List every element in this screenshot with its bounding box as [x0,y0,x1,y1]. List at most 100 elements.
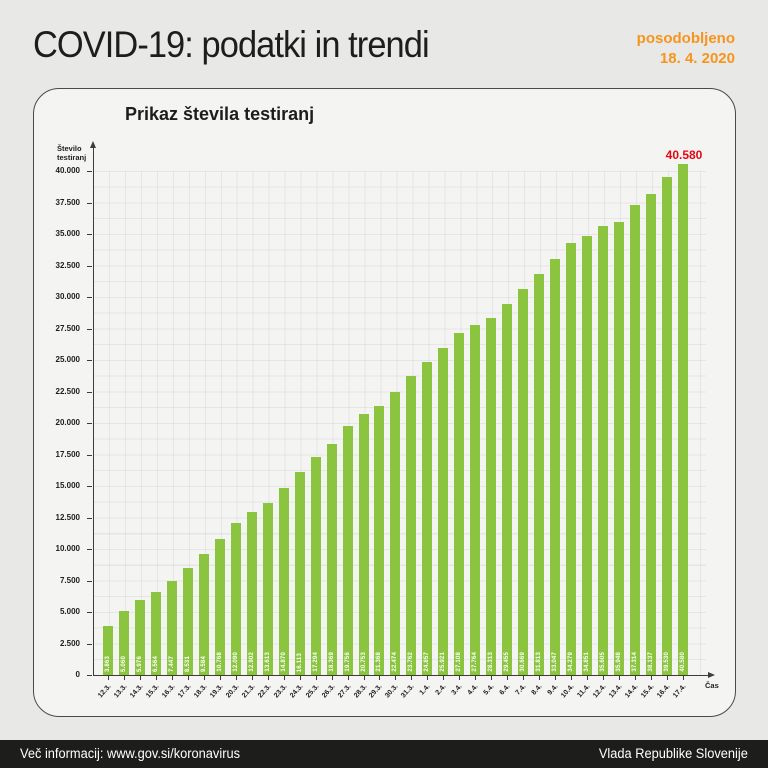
bar-value-label: 35.605 [600,652,607,672]
bar-value-label: 29.455 [504,652,511,672]
bar-value-label: 34.279 [568,652,575,672]
bar-value-label: 5.060 [120,655,127,672]
x-tick-mark [187,676,189,680]
x-tick-mark [523,676,525,680]
y-tick-mark [87,171,92,172]
bar-value-label: 8.531 [184,655,191,672]
bar-value-label: 14.870 [280,652,287,672]
updated-label: posodobljeno [636,30,735,47]
bar: 18.369 [326,443,337,675]
bar: 7.447 [166,581,177,675]
page-title: COVID-19: podatki in trendi [33,24,430,65]
bar-value-label: 18.369 [328,652,335,672]
y-tick-mark [87,643,92,645]
x-tick-mark [682,676,684,680]
bar-value-label: 12.902 [248,652,255,672]
x-tick-mark [331,676,333,680]
footer-source: Vlada Republike Slovenije [598,746,748,761]
bar-value-label: 30.669 [520,652,527,672]
x-tick-mark [555,676,557,680]
x-tick-mark [491,676,493,680]
bar-value-label: 17.294 [312,652,319,672]
bar-value-label: 40.580 [679,652,686,672]
bar: 20.753 [358,413,369,675]
bar: 16.113 [294,471,305,675]
x-tick-mark [427,676,429,680]
footer-info-url: Več informacij: www.gov.si/koronavirus [20,746,241,761]
bar: 22.474 [390,391,401,675]
x-tick-mark [155,676,157,680]
y-tick-label: 2.500 [59,638,80,648]
y-tick-label: 30.000 [55,292,80,301]
y-tick-label: 10.000 [55,544,80,553]
bar: 13.613 [262,503,273,675]
bar: 29.455 [502,303,513,675]
x-tick-mark [411,676,413,680]
bar: 17.294 [310,457,321,675]
x-tick-mark [587,676,589,680]
bar: 8.531 [182,567,193,675]
y-axis-label-line2: testiranj [57,153,87,162]
bar: 33.047 [550,258,561,675]
y-tick-mark [87,234,92,235]
x-tick-mark [443,676,445,680]
y-tick-label: 37.500 [55,197,80,207]
y-tick-mark [87,612,92,613]
y-tick-mark [87,549,92,550]
bar-value-label: 3.863 [105,655,111,672]
bar-value-label: 27.764 [472,652,479,672]
x-tick-mark [666,676,668,680]
x-tick-mark [203,676,205,680]
bar: 12.902 [246,512,257,675]
y-tick-mark [87,360,92,361]
bar: 3.863 [103,626,113,675]
bar: 10.768 [214,539,225,675]
y-axis-line [93,147,94,675]
y-tick-mark [87,328,92,330]
updated-date: 18. 4. 2020 [659,50,735,67]
x-tick-mark [347,676,349,680]
bar-value-label: 20.753 [360,652,367,672]
x-tick-mark [283,676,285,680]
bar: 28.313 [486,318,497,675]
bar-value-label: 34.851 [584,652,591,672]
bar-value-label: 38.137 [647,652,654,672]
bar: 34.279 [566,243,577,675]
y-axis-label-line1: Število [57,144,82,153]
bar: 21.368 [374,405,385,675]
y-tick-label: 12.500 [55,512,80,522]
x-tick-mark [635,676,636,680]
bar: 6.564 [150,592,161,675]
bar: 14.870 [278,487,289,675]
bar-value-label: 37.314 [632,652,638,672]
x-tick-mark [251,676,253,680]
chart-title: Prikaz števila testiranj [125,104,315,124]
bar-value-label: 9.584 [200,655,207,672]
x-tick-mark [539,676,541,680]
y-axis-arrow-icon [90,141,96,148]
bar-value-label: 5.976 [136,655,143,672]
bar: 25.921 [438,348,449,675]
y-tick-mark [87,265,92,267]
footer-bar: Več informacij: www.gov.si/koronavirus V… [0,740,768,768]
y-tick-label: 5.000 [59,607,80,616]
bar: 27.764 [470,325,481,675]
bar-value-label: 28.313 [488,652,495,672]
y-tick-mark [87,423,92,424]
y-tick-mark [87,202,92,204]
y-tick-label: 15.000 [55,481,80,490]
bar-value-label: 39.530 [663,652,670,672]
bar: 39.530 [661,176,672,675]
bar-value-label: 23.762 [408,652,415,672]
x-tick-mark [571,676,573,680]
x-axis-arrow-icon [708,672,715,678]
bar: 35.948 [614,222,625,675]
bar: 23.762 [406,375,417,675]
y-tick-label: 7.500 [59,575,80,585]
y-tick-mark [87,391,92,393]
updated-badge: posodobljeno 18. 4. 2020 [637,29,735,69]
y-tick-label: 25.000 [55,355,80,364]
x-tick-mark [219,676,221,680]
y-tick-label: 40.000 [55,166,80,175]
